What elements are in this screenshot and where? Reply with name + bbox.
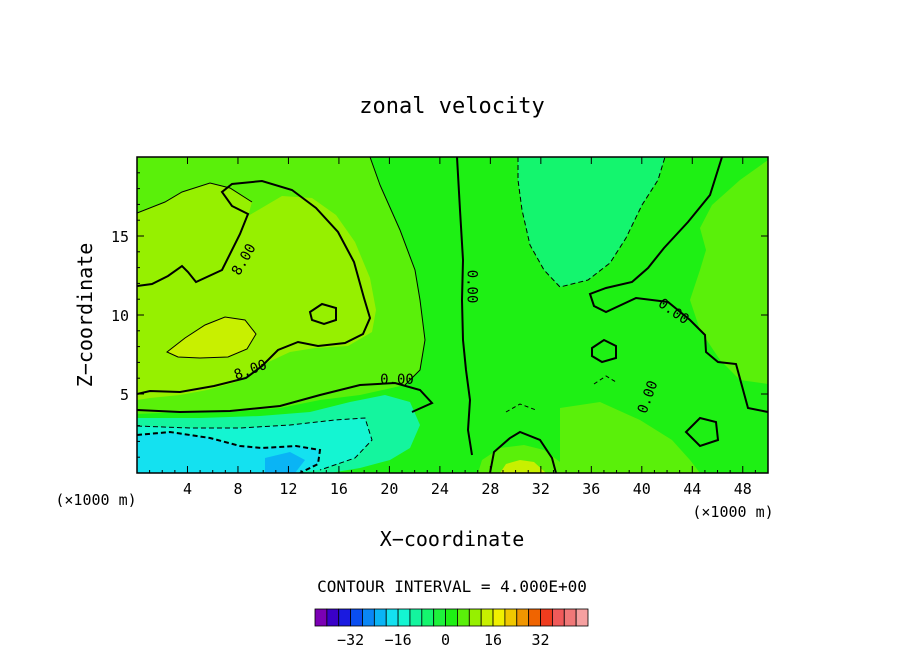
contour-line-negative-lower-left-2 [137, 430, 322, 473]
left-strong-positive-core [167, 317, 256, 358]
colorbar-tick-label: 32 [531, 631, 549, 649]
colorbar-swatch [421, 608, 435, 627]
colorbar-swatch [350, 608, 363, 627]
contour-line-zero-right [588, 157, 768, 413]
x-tick-label: 24 [431, 480, 449, 498]
colorbar-swatch [492, 608, 506, 627]
colorbar-swatch [540, 608, 553, 627]
colorbar-swatch [373, 608, 387, 627]
x-unit-left-label: (×1000 m) [55, 491, 136, 509]
x-axis-label: X−coordinate [380, 527, 525, 551]
colorbar-swatch [457, 608, 470, 627]
upper-right-negative-lobe [518, 157, 665, 287]
x-tick-label: 20 [380, 480, 398, 498]
y-axis-label: Z−coordinate [73, 243, 97, 388]
contour-line-negative-upper-right [517, 157, 666, 288]
colorbar-swatch [480, 608, 494, 627]
y-axis: 5 10 15 [111, 172, 768, 458]
plot-area: 8.008.00 0.000.000.000.00 [137, 157, 768, 473]
bottom-center-positive [478, 445, 565, 473]
colorbar-swatch [563, 608, 577, 627]
colorbar-swatch [468, 608, 482, 627]
colorbar-swatch [326, 608, 340, 627]
colorbar-swatch [551, 608, 565, 627]
colorbar-swatch [409, 608, 423, 627]
colorbar-swatch [314, 608, 328, 627]
x-tick-label: 16 [330, 480, 348, 498]
bottom-left-negative-core [265, 452, 305, 473]
x-tick-label: 36 [582, 480, 600, 498]
contour-lines [137, 157, 768, 473]
contour-line-zero-center [456, 157, 473, 456]
x-unit-right-label: (×1000 m) [692, 503, 773, 521]
x-tick-label: 48 [734, 480, 752, 498]
contour-line-positive-12 [166, 316, 257, 359]
colorbar: −32 −16 0 16 32 [314, 608, 589, 649]
colorbar-swatch [433, 608, 446, 627]
contour-interval-text: CONTOUR INTERVAL = 4.000E+00 [317, 577, 587, 596]
contour-line-positive-4-upper-left [137, 157, 426, 386]
x-axis: 4 8 12 16 20 24 28 32 36 40 44 48 [149, 157, 756, 498]
x-tick-label: 4 [183, 480, 192, 498]
y-tick-label: 10 [111, 307, 129, 325]
x-tick-label: 44 [683, 480, 701, 498]
x-tick-label: 32 [532, 480, 550, 498]
colorbar-swatch [516, 608, 530, 627]
colorbar-tick-label: 0 [441, 631, 450, 649]
colorbar-swatch [385, 608, 399, 627]
colorbar-swatch [338, 608, 352, 627]
x-tick-label: 8 [233, 480, 242, 498]
right-weak-positive-region [690, 160, 768, 384]
contour-line-zero-loop-small [308, 302, 337, 326]
x-tick-label: 40 [633, 480, 651, 498]
contour-line-zero-loop-bottom-right [684, 416, 720, 448]
contour-line-zero-bottom-right [489, 430, 557, 473]
bottom-right-positive-patch [560, 402, 700, 473]
contour-label: 0.00 [463, 270, 479, 304]
contour-line-zero-left [137, 179, 372, 395]
contour-line-negative-lower-left-1 [137, 417, 373, 471]
y-tick-label: 5 [120, 386, 129, 404]
y-tick-label: 15 [111, 228, 129, 246]
colorbar-swatch [362, 608, 375, 627]
colorbar-tick-label: −16 [385, 631, 412, 649]
contour-line-zero-lower-left [137, 381, 434, 414]
chart-title: zonal velocity [359, 94, 544, 119]
contour-line-zero-loop-right [591, 338, 617, 364]
colorbar-swatch [445, 608, 458, 627]
contour-label: 0.00 [380, 372, 414, 388]
bottom-center-positive-core [500, 460, 546, 473]
colorbar-swatch [528, 608, 541, 627]
colorbar-swatch [504, 608, 518, 627]
colorbar-tick-label: −32 [337, 631, 364, 649]
colorbar-swatch [575, 608, 589, 627]
contour-line-negative-small-right [505, 375, 617, 413]
x-tick-label: 28 [481, 480, 499, 498]
colorbar-swatch [397, 608, 411, 627]
x-tick-label: 12 [279, 480, 297, 498]
colorbar-tick-label: 16 [484, 631, 502, 649]
